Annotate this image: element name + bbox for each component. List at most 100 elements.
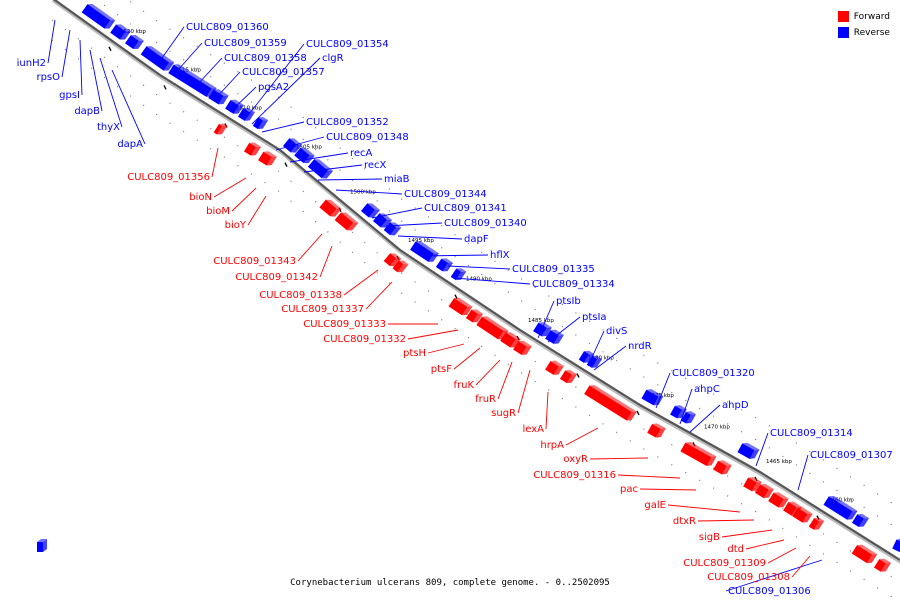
reverse-gene[interactable] [237,106,256,123]
reverse-gene[interactable] [37,539,47,552]
forward-gene[interactable] [743,475,762,493]
reverse-gene-label[interactable]: dapA [117,139,143,150]
forward-gene-label[interactable]: fruK [453,380,474,391]
reverse-gene-label[interactable]: rpsO [36,72,60,83]
forward-gene-label[interactable]: bioM [206,206,230,217]
forward-gene-label[interactable]: dtxR [673,516,696,527]
reverse-gene[interactable] [680,409,697,425]
reverse-gene-label[interactable]: CULC809_01360 [186,22,269,33]
forward-gene-label[interactable]: CULC809_01356 [127,172,210,183]
forward-gene-label[interactable]: hrpA [540,440,564,451]
reverse-gene-label[interactable]: CULC809_01341 [424,203,507,214]
forward-gene[interactable] [792,505,813,525]
forward-gene[interactable] [258,149,277,167]
reverse-gene-label[interactable]: ahpC [694,384,720,395]
reverse-gene-label[interactable]: CULC809_01352 [306,117,389,128]
forward-gene-label[interactable]: CULC809_01316 [533,470,616,481]
forward-gene[interactable] [243,140,262,157]
forward-gene[interactable] [545,359,564,377]
reverse-gene[interactable] [892,537,900,554]
reverse-gene[interactable] [140,44,175,73]
reverse-gene-label[interactable]: recX [364,160,387,171]
forward-gene-label[interactable]: pac [620,484,638,495]
reverse-gene-label[interactable]: CULC809_01306 [728,586,811,597]
reverse-gene[interactable] [282,136,303,155]
reverse-gene-label[interactable]: CULC809_01314 [770,428,853,439]
reverse-gene-label[interactable]: CULC809_01359 [204,38,287,49]
reverse-gene[interactable] [252,115,269,131]
forward-gene[interactable] [213,121,228,136]
reverse-gene-label[interactable]: pgsA2 [258,82,289,93]
forward-gene-label[interactable]: galE [644,500,666,511]
forward-gene-label[interactable]: CULC809_01308 [707,572,790,583]
forward-gene[interactable] [383,251,402,269]
forward-gene-label[interactable]: sigB [699,532,720,543]
reverse-gene-label[interactable]: hflX [490,250,510,261]
forward-gene[interactable] [334,210,359,233]
forward-gene-label[interactable]: ptsH [403,348,426,359]
reverse-gene-label[interactable]: CULC809_01307 [810,450,893,461]
reverse-gene-label[interactable]: CULC809_01334 [532,279,615,290]
forward-gene-label[interactable]: bioN [189,192,212,203]
reverse-gene[interactable] [586,354,603,370]
reverse-gene-label[interactable]: recA [350,148,373,159]
forward-gene[interactable] [513,339,532,358]
forward-gene[interactable] [808,516,825,532]
reverse-gene[interactable] [578,349,595,365]
forward-gene-label[interactable]: CULC809_01337 [281,304,364,315]
forward-gene[interactable] [755,482,774,500]
reverse-gene-label[interactable]: ptsIb [556,296,581,307]
reverse-gene-label[interactable]: thyX [97,122,120,133]
reverse-gene-label[interactable]: CULC809_01344 [404,189,487,200]
forward-gene[interactable] [873,557,892,574]
reverse-gene[interactable] [435,256,454,273]
forward-gene-label[interactable]: CULC809_01343 [213,256,296,267]
forward-gene[interactable] [559,368,578,385]
reverse-gene[interactable] [81,2,116,31]
reverse-gene[interactable] [125,33,144,52]
reverse-gene-label[interactable]: CULC809_01335 [512,264,595,275]
reverse-gene-label[interactable]: nrdR [628,341,652,352]
reverse-gene-label[interactable]: clgR [322,53,344,64]
reverse-gene[interactable] [110,22,131,42]
reverse-gene[interactable] [307,157,334,181]
reverse-gene-label[interactable]: CULC809_01357 [242,67,325,78]
forward-gene-label[interactable]: oxyR [563,454,588,465]
reverse-gene[interactable] [360,201,381,220]
forward-gene[interactable] [851,543,878,566]
reverse-gene-label[interactable]: dapF [464,234,489,245]
reverse-gene-label[interactable]: CULC809_01348 [326,132,409,143]
reverse-gene[interactable] [225,98,244,116]
forward-gene[interactable] [647,421,666,439]
reverse-gene-label[interactable]: CULC809_01354 [306,39,389,50]
forward-gene-label[interactable]: CULC809_01338 [259,290,342,301]
forward-gene-label[interactable]: CULC809_01309 [683,558,766,569]
forward-gene-label[interactable]: CULC809_01342 [235,272,318,283]
reverse-gene-label[interactable]: iunH2 [17,58,46,69]
forward-gene[interactable] [319,197,342,219]
forward-gene[interactable] [500,330,521,350]
reverse-gene-label[interactable]: CULC809_01340 [444,218,527,229]
reverse-gene-label[interactable]: ahpD [722,400,749,411]
forward-gene[interactable] [713,458,732,476]
reverse-gene[interactable] [737,441,760,461]
forward-gene-label[interactable]: dtd [727,544,744,555]
reverse-gene[interactable] [545,328,564,346]
reverse-gene-label[interactable]: dapB [74,106,100,117]
forward-gene[interactable] [768,490,789,510]
forward-gene-label[interactable]: fruR [475,394,496,405]
reverse-gene-label[interactable]: CULC809_01358 [224,53,307,64]
forward-gene-label[interactable]: ptsF [431,364,452,375]
forward-gene-label[interactable]: bioY [225,220,247,231]
reverse-gene-label[interactable]: ptsIa [582,312,607,323]
forward-gene[interactable] [465,307,484,324]
forward-gene-label[interactable]: sugR [491,408,516,419]
reverse-gene[interactable] [851,512,870,529]
forward-gene[interactable] [680,440,717,468]
reverse-gene[interactable] [450,266,467,282]
reverse-gene-label[interactable]: CULC809_01320 [672,368,755,379]
reverse-gene-label[interactable]: divS [606,326,627,337]
reverse-gene-label[interactable]: gpsI [59,90,80,101]
forward-gene-label[interactable]: CULC809_01332 [323,334,406,345]
forward-gene-label[interactable]: CULC809_01333 [303,319,386,330]
